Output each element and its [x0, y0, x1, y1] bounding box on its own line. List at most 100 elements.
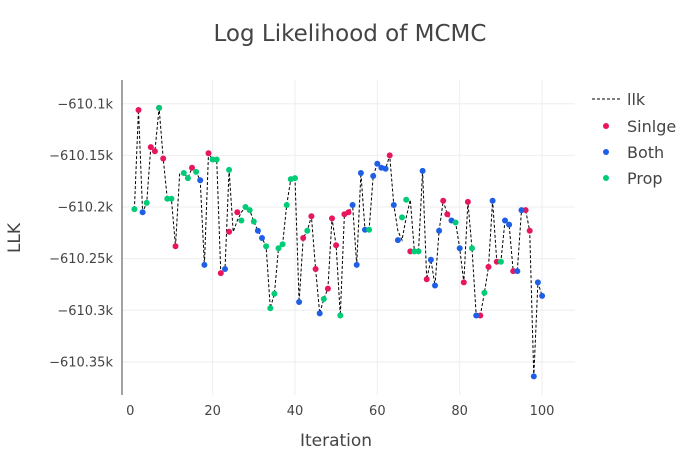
data-point-prop[interactable] — [250, 218, 257, 225]
data-point-prop[interactable] — [164, 195, 171, 202]
data-point-sinlge[interactable] — [205, 150, 212, 157]
data-point-both[interactable] — [432, 282, 438, 289]
data-point-prop[interactable] — [279, 241, 286, 248]
data-point-both[interactable] — [506, 221, 513, 228]
legend-llk-label[interactable]: llk — [627, 90, 646, 109]
data-point-both[interactable] — [489, 197, 496, 204]
data-point-both[interactable] — [394, 237, 401, 244]
data-point-both[interactable] — [530, 373, 537, 380]
data-point-sinlge[interactable] — [329, 215, 335, 222]
data-point-prop[interactable] — [497, 258, 504, 265]
data-point-prop[interactable] — [242, 204, 249, 210]
data-point-prop[interactable] — [304, 227, 311, 234]
data-point-sinlge[interactable] — [172, 243, 179, 250]
data-point-both[interactable] — [254, 227, 261, 234]
data-point-both[interactable] — [197, 177, 204, 184]
legend-sinlge-label[interactable]: Sinlge — [627, 117, 676, 136]
data-point-both[interactable] — [362, 226, 368, 233]
data-point-both[interactable] — [518, 207, 525, 214]
data-point-prop[interactable] — [403, 196, 410, 203]
data-point-sinlge[interactable] — [300, 235, 307, 241]
data-point-sinlge[interactable] — [312, 266, 319, 272]
data-point-sinlge[interactable] — [308, 213, 315, 220]
data-point-prop[interactable] — [193, 168, 200, 175]
data-point-sinlge[interactable] — [440, 197, 447, 204]
data-point-both[interactable] — [419, 167, 426, 174]
data-point-prop[interactable] — [143, 199, 150, 206]
data-point-both[interactable] — [436, 227, 443, 234]
data-point-both[interactable] — [201, 261, 208, 268]
data-point-sinlge[interactable] — [493, 258, 500, 265]
data-point-prop[interactable] — [415, 248, 422, 255]
data-point-sinlge[interactable] — [345, 209, 352, 216]
data-point-prop[interactable] — [411, 248, 418, 255]
data-point-sinlge[interactable] — [189, 164, 195, 171]
data-point-prop[interactable] — [263, 243, 270, 250]
data-point-prop[interactable] — [131, 206, 138, 213]
data-point-sinlge[interactable] — [386, 152, 393, 159]
data-point-prop[interactable] — [156, 104, 163, 111]
data-point-sinlge[interactable] — [226, 228, 233, 235]
data-point-both[interactable] — [534, 279, 541, 286]
data-point-sinlge[interactable] — [147, 144, 154, 151]
data-point-prop[interactable] — [320, 296, 327, 302]
data-point-both[interactable] — [370, 173, 377, 179]
data-point-prop[interactable] — [366, 226, 373, 233]
data-point-prop[interactable] — [209, 156, 216, 163]
data-point-both[interactable] — [296, 299, 303, 305]
data-point-both[interactable] — [316, 310, 323, 317]
data-point-both[interactable] — [259, 235, 265, 241]
data-point-prop[interactable] — [226, 166, 233, 173]
data-point-both[interactable] — [456, 245, 463, 252]
data-point-both[interactable] — [357, 170, 364, 176]
data-point-both[interactable] — [539, 292, 546, 299]
data-point-prop[interactable] — [213, 156, 220, 163]
data-point-sinlge[interactable] — [324, 285, 331, 292]
data-point-both[interactable] — [139, 209, 146, 216]
data-point-prop[interactable] — [168, 195, 175, 202]
data-point-prop[interactable] — [180, 170, 187, 176]
data-point-sinlge[interactable] — [510, 268, 517, 275]
data-point-sinlge[interactable] — [460, 279, 467, 286]
data-point-sinlge[interactable] — [135, 107, 142, 113]
data-point-sinlge[interactable] — [522, 207, 529, 214]
legend-both-swatch[interactable] — [603, 149, 609, 155]
data-point-sinlge[interactable] — [444, 211, 451, 218]
legend-prop-swatch[interactable] — [603, 175, 609, 181]
data-point-both[interactable] — [349, 202, 356, 208]
data-point-sinlge[interactable] — [333, 242, 340, 249]
data-point-both[interactable] — [222, 266, 228, 272]
data-point-prop[interactable] — [452, 219, 459, 226]
data-point-both[interactable] — [473, 312, 480, 319]
data-point-prop[interactable] — [246, 207, 253, 214]
data-point-prop[interactable] — [481, 289, 488, 296]
data-point-prop[interactable] — [337, 312, 344, 319]
data-point-sinlge[interactable] — [234, 209, 241, 216]
data-point-both[interactable] — [390, 202, 397, 208]
data-point-both[interactable] — [374, 160, 381, 167]
legend-both-label[interactable]: Both — [627, 143, 664, 162]
data-point-sinlge[interactable] — [217, 270, 224, 277]
data-point-prop[interactable] — [292, 175, 298, 182]
data-point-both[interactable] — [502, 217, 508, 224]
data-point-sinlge[interactable] — [407, 248, 414, 255]
data-point-prop[interactable] — [267, 305, 274, 312]
data-point-prop[interactable] — [469, 245, 475, 252]
data-point-prop[interactable] — [184, 175, 191, 182]
data-point-prop[interactable] — [238, 217, 245, 224]
data-point-sinlge[interactable] — [151, 148, 158, 155]
data-point-both[interactable] — [514, 268, 521, 275]
data-point-sinlge[interactable] — [485, 263, 492, 270]
data-point-prop[interactable] — [271, 290, 278, 297]
legend-sinlge-swatch[interactable] — [603, 123, 609, 129]
data-point-prop[interactable] — [275, 245, 282, 252]
data-point-sinlge[interactable] — [477, 312, 484, 319]
data-point-sinlge[interactable] — [423, 276, 430, 283]
data-point-both[interactable] — [382, 165, 389, 172]
data-point-prop[interactable] — [283, 202, 290, 208]
data-point-both[interactable] — [353, 261, 360, 268]
legend-prop-label[interactable]: Prop — [627, 169, 663, 188]
data-point-sinlge[interactable] — [526, 227, 533, 234]
data-point-both[interactable] — [427, 256, 434, 263]
data-point-sinlge[interactable] — [464, 198, 471, 205]
